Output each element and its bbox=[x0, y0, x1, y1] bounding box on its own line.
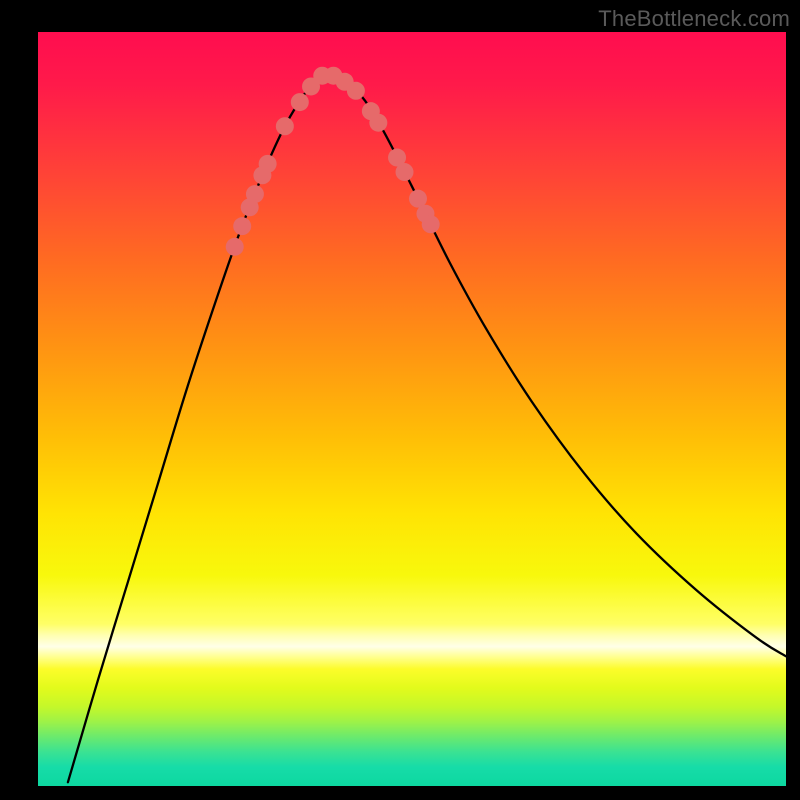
curve-marker bbox=[276, 117, 294, 135]
curve-marker bbox=[259, 155, 277, 173]
curve-marker bbox=[233, 217, 251, 235]
curve-marker bbox=[422, 215, 440, 233]
plot-area bbox=[38, 32, 786, 786]
curve-marker bbox=[369, 114, 387, 132]
curve-marker bbox=[246, 185, 264, 203]
curve-marker bbox=[396, 163, 414, 181]
gradient-background bbox=[38, 32, 786, 786]
plot-svg bbox=[38, 32, 786, 786]
curve-marker bbox=[291, 93, 309, 111]
chart-stage: TheBottleneck.com bbox=[0, 0, 800, 800]
curve-marker bbox=[226, 238, 244, 256]
curve-marker bbox=[347, 82, 365, 100]
watermark-text: TheBottleneck.com bbox=[598, 6, 790, 32]
